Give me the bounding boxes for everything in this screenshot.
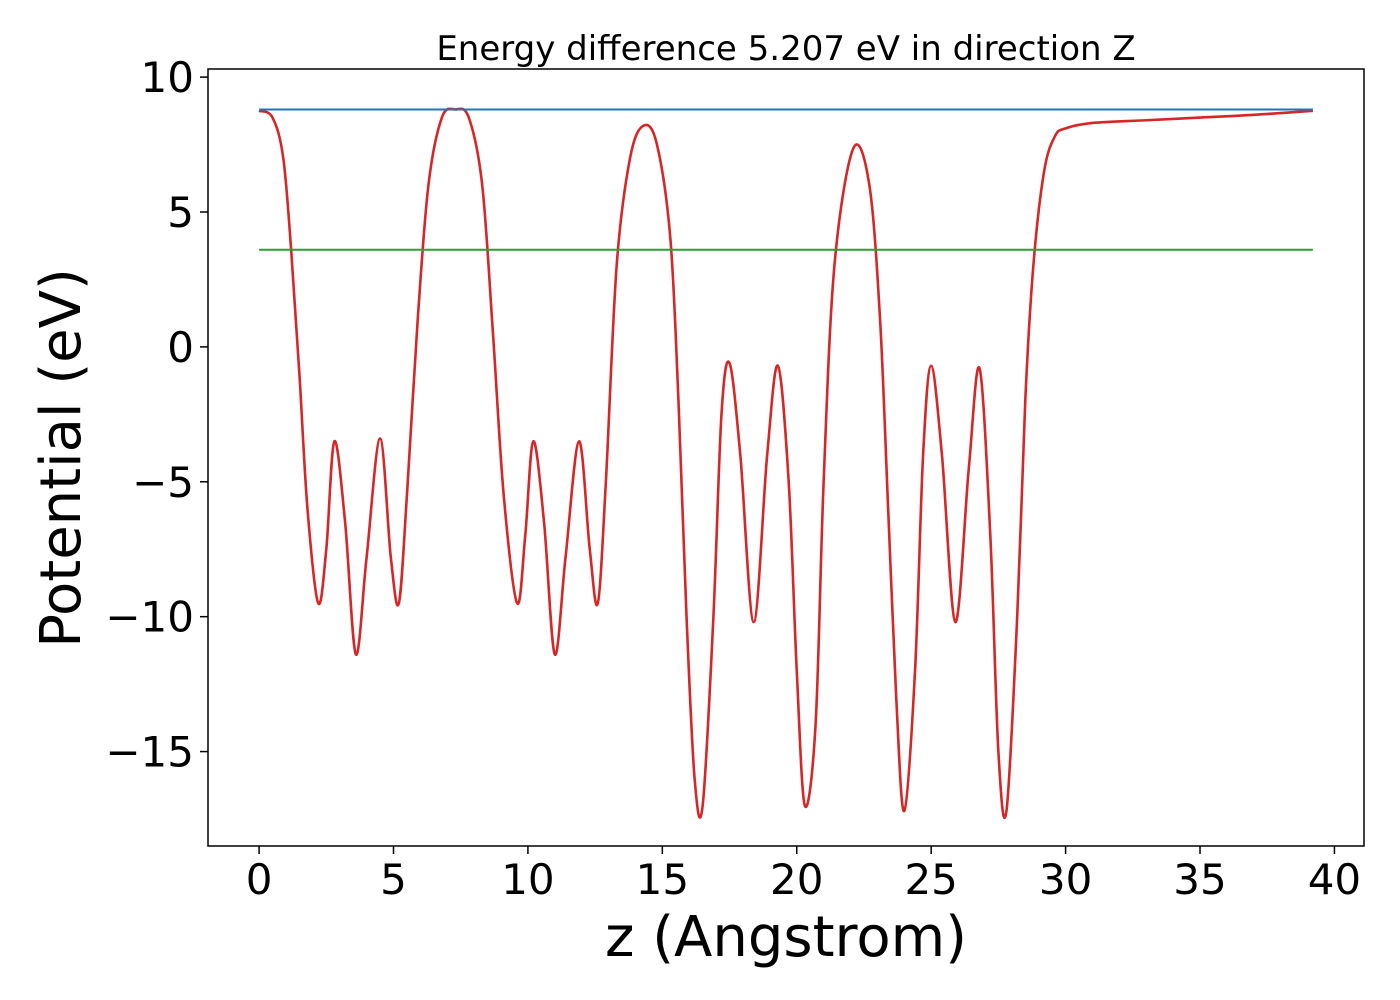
plot-frame — [207, 68, 1365, 847]
y-tick-label: 5 — [167, 188, 194, 237]
x-tick-label: 25 — [904, 855, 957, 904]
x-tick-label: 35 — [1173, 855, 1226, 904]
x-tick-label: 30 — [1039, 855, 1092, 904]
x-tick-label: 20 — [770, 855, 823, 904]
y-tick-label: −15 — [105, 728, 194, 777]
potential-series-line — [258, 107, 1314, 819]
x-tick-label: 15 — [636, 855, 689, 904]
x-axis-ticks: 0 5 10 15 20 25 30 35 40 — [246, 846, 1361, 904]
x-axis-label: z (Angstrom) — [605, 905, 967, 970]
y-axis-ticks: −15 −10 −5 0 5 10 — [105, 53, 208, 777]
chart-title: Energy difference 5.207 eV in direction … — [436, 29, 1135, 69]
y-axis-label: Potential (eV) — [29, 268, 94, 648]
y-tick-label: −5 — [132, 458, 194, 507]
y-tick-label: 10 — [141, 53, 194, 102]
x-tick-label: 40 — [1308, 855, 1361, 904]
series-layer — [258, 107, 1314, 819]
x-tick-label: 5 — [380, 855, 407, 904]
y-tick-label: 0 — [167, 323, 194, 372]
x-tick-label: 10 — [501, 855, 554, 904]
x-tick-label: 0 — [246, 855, 273, 904]
y-tick-label: −10 — [105, 593, 194, 642]
